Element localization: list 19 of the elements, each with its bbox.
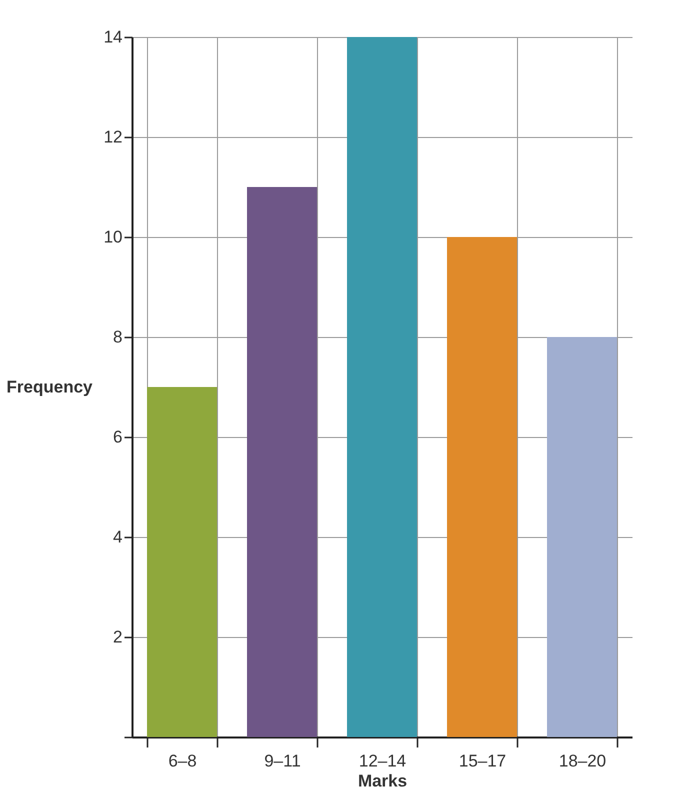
- bar: [347, 37, 417, 737]
- y-axis-title: Frequency: [6, 378, 94, 396]
- bar: [447, 237, 517, 737]
- y-tick-label: 14: [104, 28, 122, 46]
- x-tick-label: 12–14: [358, 752, 406, 770]
- y-tick-label: 2: [113, 628, 122, 646]
- x-tick-label: 9–11: [264, 752, 301, 770]
- bar: [547, 337, 617, 737]
- x-axis-title: Marks: [358, 772, 408, 790]
- y-tick-label: 10: [104, 228, 122, 246]
- x-tick-label: 6–8: [168, 752, 197, 770]
- y-tick-label: 12: [104, 128, 122, 146]
- y-tick-label: 8: [113, 328, 122, 346]
- y-tick-label: 6: [113, 428, 122, 446]
- x-tick-label: 18–20: [558, 752, 606, 770]
- x-tick-label: 15–17: [458, 752, 506, 770]
- bar: [247, 187, 317, 737]
- bar: [147, 387, 217, 737]
- y-tick-label: 4: [113, 528, 122, 546]
